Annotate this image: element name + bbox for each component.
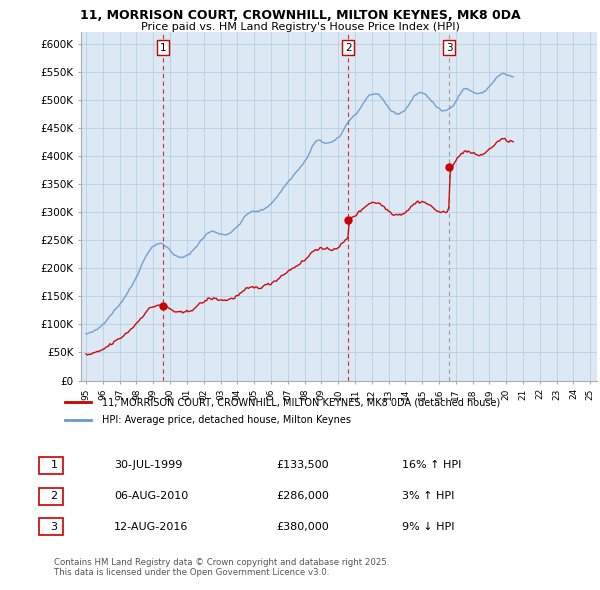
Text: £133,500: £133,500 <box>276 460 329 470</box>
Text: 11, MORRISON COURT, CROWNHILL, MILTON KEYNES, MK8 0DA: 11, MORRISON COURT, CROWNHILL, MILTON KE… <box>80 9 520 22</box>
Text: HPI: Average price, detached house, Milton Keynes: HPI: Average price, detached house, Milt… <box>102 415 351 425</box>
Text: £380,000: £380,000 <box>276 522 329 532</box>
Text: 30-JUL-1999: 30-JUL-1999 <box>114 460 182 470</box>
Text: 11, MORRISON COURT, CROWNHILL, MILTON KEYNES, MK8 0DA (detached house): 11, MORRISON COURT, CROWNHILL, MILTON KE… <box>102 397 500 407</box>
Text: Contains HM Land Registry data © Crown copyright and database right 2025.
This d: Contains HM Land Registry data © Crown c… <box>54 558 389 577</box>
Text: Price paid vs. HM Land Registry's House Price Index (HPI): Price paid vs. HM Land Registry's House … <box>140 22 460 32</box>
Text: 1: 1 <box>50 460 58 470</box>
Text: 12-AUG-2016: 12-AUG-2016 <box>114 522 188 532</box>
Text: £286,000: £286,000 <box>276 491 329 501</box>
Text: 2: 2 <box>345 43 352 53</box>
Text: 2: 2 <box>50 491 58 501</box>
Text: 3: 3 <box>50 522 58 532</box>
Text: 06-AUG-2010: 06-AUG-2010 <box>114 491 188 501</box>
Text: 16% ↑ HPI: 16% ↑ HPI <box>402 460 461 470</box>
Text: 9% ↓ HPI: 9% ↓ HPI <box>402 522 455 532</box>
Text: 3: 3 <box>446 43 452 53</box>
Text: 1: 1 <box>160 43 166 53</box>
Text: 3% ↑ HPI: 3% ↑ HPI <box>402 491 454 501</box>
